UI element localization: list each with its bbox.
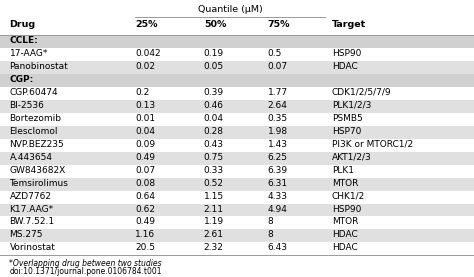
Text: 0.28: 0.28 [204,127,224,136]
Bar [0,126,474,139]
Text: 0.64: 0.64 [135,192,155,201]
Text: BI-2536: BI-2536 [9,101,45,110]
Text: AKT1/2/3: AKT1/2/3 [332,153,372,162]
Text: NVP.BEZ235: NVP.BEZ235 [9,140,64,149]
Text: HDAC: HDAC [332,62,357,71]
Text: 0.19: 0.19 [204,49,224,58]
Bar [0,74,474,87]
Text: 6.39: 6.39 [268,166,288,175]
Text: *Overlapping drug between two studies: *Overlapping drug between two studies [9,258,162,268]
Text: Target: Target [332,20,366,29]
Text: A.443654: A.443654 [9,153,53,162]
Text: CGP.60474: CGP.60474 [9,88,58,97]
Text: PLK1/2/3: PLK1/2/3 [332,101,371,110]
Text: 20.5: 20.5 [135,243,155,252]
Text: 1.16: 1.16 [135,230,155,239]
Text: 0.43: 0.43 [204,140,224,149]
Text: 1.43: 1.43 [268,140,288,149]
Text: 0.02: 0.02 [135,62,155,71]
Text: GW843682X: GW843682X [9,166,66,175]
Text: doi:10.1371/journal.pone.0106784.t001: doi:10.1371/journal.pone.0106784.t001 [9,267,162,276]
Text: 6.31: 6.31 [268,179,288,188]
Text: HSP90: HSP90 [332,204,361,214]
Text: 0.09: 0.09 [135,140,155,149]
Text: 6.43: 6.43 [268,243,288,252]
Text: 0.13: 0.13 [135,101,155,110]
Bar [0,178,474,191]
Text: PLK1: PLK1 [332,166,354,175]
Text: 0.08: 0.08 [135,179,155,188]
Text: Quantile (μM): Quantile (μM) [198,4,262,14]
Text: 75%: 75% [268,20,290,29]
Text: BW.7.52.1: BW.7.52.1 [9,217,55,227]
Text: CCLE:: CCLE: [9,36,38,45]
Text: MTOR: MTOR [332,217,358,227]
Bar [0,229,474,242]
Text: Temsirolimus: Temsirolimus [9,179,68,188]
Text: 2.32: 2.32 [204,243,224,252]
Text: CHK1/2: CHK1/2 [332,192,365,201]
Text: AZD7762: AZD7762 [9,192,52,201]
Text: 0.07: 0.07 [268,62,288,71]
Text: 8: 8 [268,217,273,227]
Text: MS.275: MS.275 [9,230,43,239]
Bar [0,100,474,113]
Text: 0.33: 0.33 [204,166,224,175]
Text: 17-AAG*: 17-AAG* [9,49,48,58]
Text: 2.61: 2.61 [204,230,224,239]
Text: 1.98: 1.98 [268,127,288,136]
Text: 0.2: 0.2 [135,88,149,97]
Text: 0.49: 0.49 [135,217,155,227]
Text: 0.52: 0.52 [204,179,224,188]
Bar [0,35,474,48]
Text: HSP90: HSP90 [332,49,361,58]
Text: Vorinostat: Vorinostat [9,243,55,252]
Bar [0,152,474,165]
Text: 0.39: 0.39 [204,88,224,97]
Text: HDAC: HDAC [332,243,357,252]
Text: 0.04: 0.04 [135,127,155,136]
Text: 0.75: 0.75 [204,153,224,162]
Text: Elesclomol: Elesclomol [9,127,58,136]
Text: 0.07: 0.07 [135,166,155,175]
Text: 4.33: 4.33 [268,192,288,201]
Text: Panobinostat: Panobinostat [9,62,68,71]
Text: MTOR: MTOR [332,179,358,188]
Text: 0.042: 0.042 [135,49,161,58]
Text: 2.64: 2.64 [268,101,288,110]
Text: CDK1/2/5/7/9: CDK1/2/5/7/9 [332,88,392,97]
Text: 1.77: 1.77 [268,88,288,97]
Text: 0.35: 0.35 [268,114,288,123]
Text: PI3K or MTORC1/2: PI3K or MTORC1/2 [332,140,413,149]
Text: 50%: 50% [204,20,226,29]
Text: 0.5: 0.5 [268,49,282,58]
Text: 6.25: 6.25 [268,153,288,162]
Text: 0.62: 0.62 [135,204,155,214]
Text: Bortezomib: Bortezomib [9,114,62,123]
Text: 0.05: 0.05 [204,62,224,71]
Bar [0,61,474,74]
Text: PSMB5: PSMB5 [332,114,363,123]
Text: 4.94: 4.94 [268,204,288,214]
Text: HDAC: HDAC [332,230,357,239]
Bar [0,204,474,216]
Text: 0.49: 0.49 [135,153,155,162]
Text: 2.11: 2.11 [204,204,224,214]
Text: HSP70: HSP70 [332,127,361,136]
Text: 0.01: 0.01 [135,114,155,123]
Text: 1.15: 1.15 [204,192,224,201]
Text: 0.04: 0.04 [204,114,224,123]
Text: 8: 8 [268,230,273,239]
Text: 1.19: 1.19 [204,217,224,227]
Text: K17.AAG*: K17.AAG* [9,204,54,214]
Text: 0.46: 0.46 [204,101,224,110]
Text: 25%: 25% [135,20,157,29]
Text: CGP:: CGP: [9,75,34,84]
Text: Drug: Drug [9,20,36,29]
